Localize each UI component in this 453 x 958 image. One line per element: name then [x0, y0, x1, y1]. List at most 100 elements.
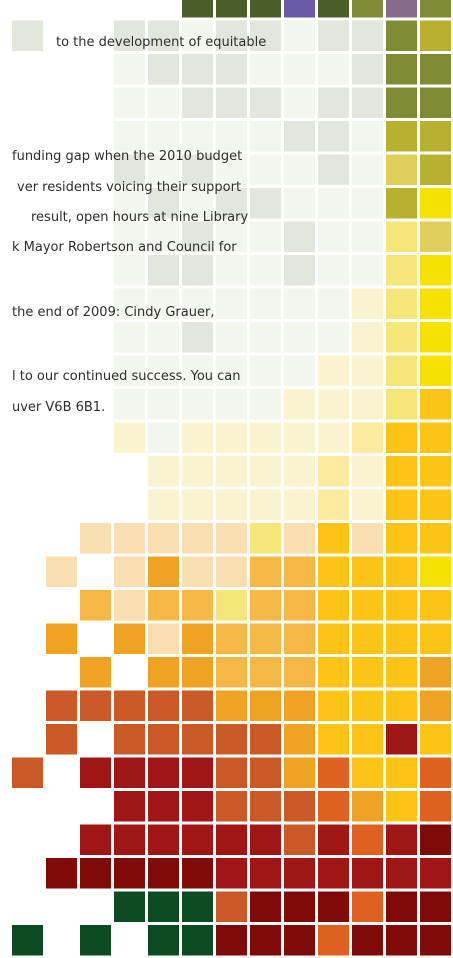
mosaic-tile [80, 657, 111, 688]
mosaic-tile [250, 289, 281, 320]
mosaic-tile [216, 88, 247, 119]
mosaic-tile [182, 456, 213, 487]
mosaic-tile [420, 88, 451, 119]
mosaic-tile [284, 322, 315, 353]
mosaic-tile [352, 758, 383, 789]
mosaic-tile [284, 691, 315, 722]
mosaic-tile [182, 858, 213, 889]
mosaic-tile [284, 557, 315, 588]
mosaic-tile [80, 825, 111, 856]
mosaic-tile [386, 691, 417, 722]
mosaic-tile [80, 925, 111, 956]
mosaic-tile [182, 657, 213, 688]
mosaic [0, 0, 453, 958]
mosaic-tile [216, 892, 247, 923]
mosaic-tile [352, 858, 383, 889]
mosaic-tile [420, 289, 451, 320]
mosaic-tile [114, 54, 145, 85]
mosaic-tile [386, 322, 417, 353]
mosaic-tile [318, 758, 349, 789]
mosaic-tile [420, 858, 451, 889]
mosaic-tile [148, 624, 179, 655]
mosaic-tile [148, 490, 179, 521]
mosaic-tile [318, 825, 349, 856]
mosaic-tile [284, 54, 315, 85]
mosaic-tile [216, 389, 247, 420]
mosaic-tile [250, 88, 281, 119]
mosaic-tile [114, 255, 145, 286]
mosaic-tile [284, 121, 315, 152]
mosaic-tile [182, 791, 213, 822]
mosaic-tile [420, 490, 451, 521]
mosaic-tile [148, 121, 179, 152]
mosaic-tile [250, 557, 281, 588]
mosaic-tile [352, 54, 383, 85]
mosaic-tile [182, 624, 213, 655]
mosaic-tile [420, 0, 451, 18]
mosaic-tile [182, 925, 213, 956]
mosaic-tile [114, 858, 145, 889]
mosaic-tile [250, 624, 281, 655]
mosaic-tile [284, 21, 315, 52]
mosaic-tile [250, 188, 281, 219]
mosaic-tile [284, 389, 315, 420]
mosaic-tile [386, 0, 417, 18]
mosaic-tile [420, 155, 451, 186]
mosaic-tile [250, 758, 281, 789]
mosaic-tile [386, 624, 417, 655]
mosaic-tile [318, 925, 349, 956]
mosaic-tile [318, 858, 349, 889]
mosaic-tile [182, 691, 213, 722]
mosaic-tile [114, 389, 145, 420]
mosaic-tile [352, 255, 383, 286]
mosaic-tile [318, 255, 349, 286]
mosaic-tile [216, 590, 247, 621]
mosaic-tile [284, 490, 315, 521]
mosaic-tile [114, 423, 145, 454]
mosaic-tile [420, 121, 451, 152]
mosaic-tile [114, 791, 145, 822]
mosaic-tile [114, 825, 145, 856]
mosaic-tile [46, 858, 77, 889]
mosaic-tile [148, 925, 179, 956]
mosaic-tile [352, 121, 383, 152]
mosaic-tile [352, 825, 383, 856]
mosaic-tile [250, 825, 281, 856]
mosaic-tile [284, 0, 315, 18]
mosaic-tile [46, 724, 77, 755]
mosaic-tile [216, 523, 247, 554]
mosaic-tile [46, 624, 77, 655]
mosaic-tile [318, 557, 349, 588]
mosaic-tile [420, 389, 451, 420]
mosaic-tile [182, 121, 213, 152]
mosaic-tile [148, 825, 179, 856]
mosaic-tile [284, 456, 315, 487]
mosaic-tile [386, 289, 417, 320]
mosaic-tile [216, 54, 247, 85]
mosaic-tile [250, 356, 281, 387]
mosaic-tile [148, 88, 179, 119]
mosaic-tile [12, 758, 43, 789]
mosaic-tile [182, 557, 213, 588]
mosaic-tile [182, 590, 213, 621]
mosaic-tile [352, 925, 383, 956]
mosaic-tile [420, 724, 451, 755]
mosaic-tile [148, 657, 179, 688]
mosaic-tile [352, 724, 383, 755]
mosaic-tile [182, 322, 213, 353]
mosaic-tile [318, 389, 349, 420]
mosaic-tile [284, 423, 315, 454]
mosaic-tile [386, 255, 417, 286]
mosaic-tile [284, 222, 315, 253]
mosaic-tile [318, 624, 349, 655]
mosaic-tile [250, 0, 281, 18]
mosaic-tile [182, 423, 213, 454]
mosaic-tile [250, 255, 281, 286]
mosaic-tile [216, 423, 247, 454]
mosaic-tile [318, 892, 349, 923]
mosaic-tile [250, 423, 281, 454]
mosaic-tile [318, 691, 349, 722]
mosaic-tile [250, 222, 281, 253]
mosaic-tile [284, 758, 315, 789]
mosaic-tile [250, 456, 281, 487]
